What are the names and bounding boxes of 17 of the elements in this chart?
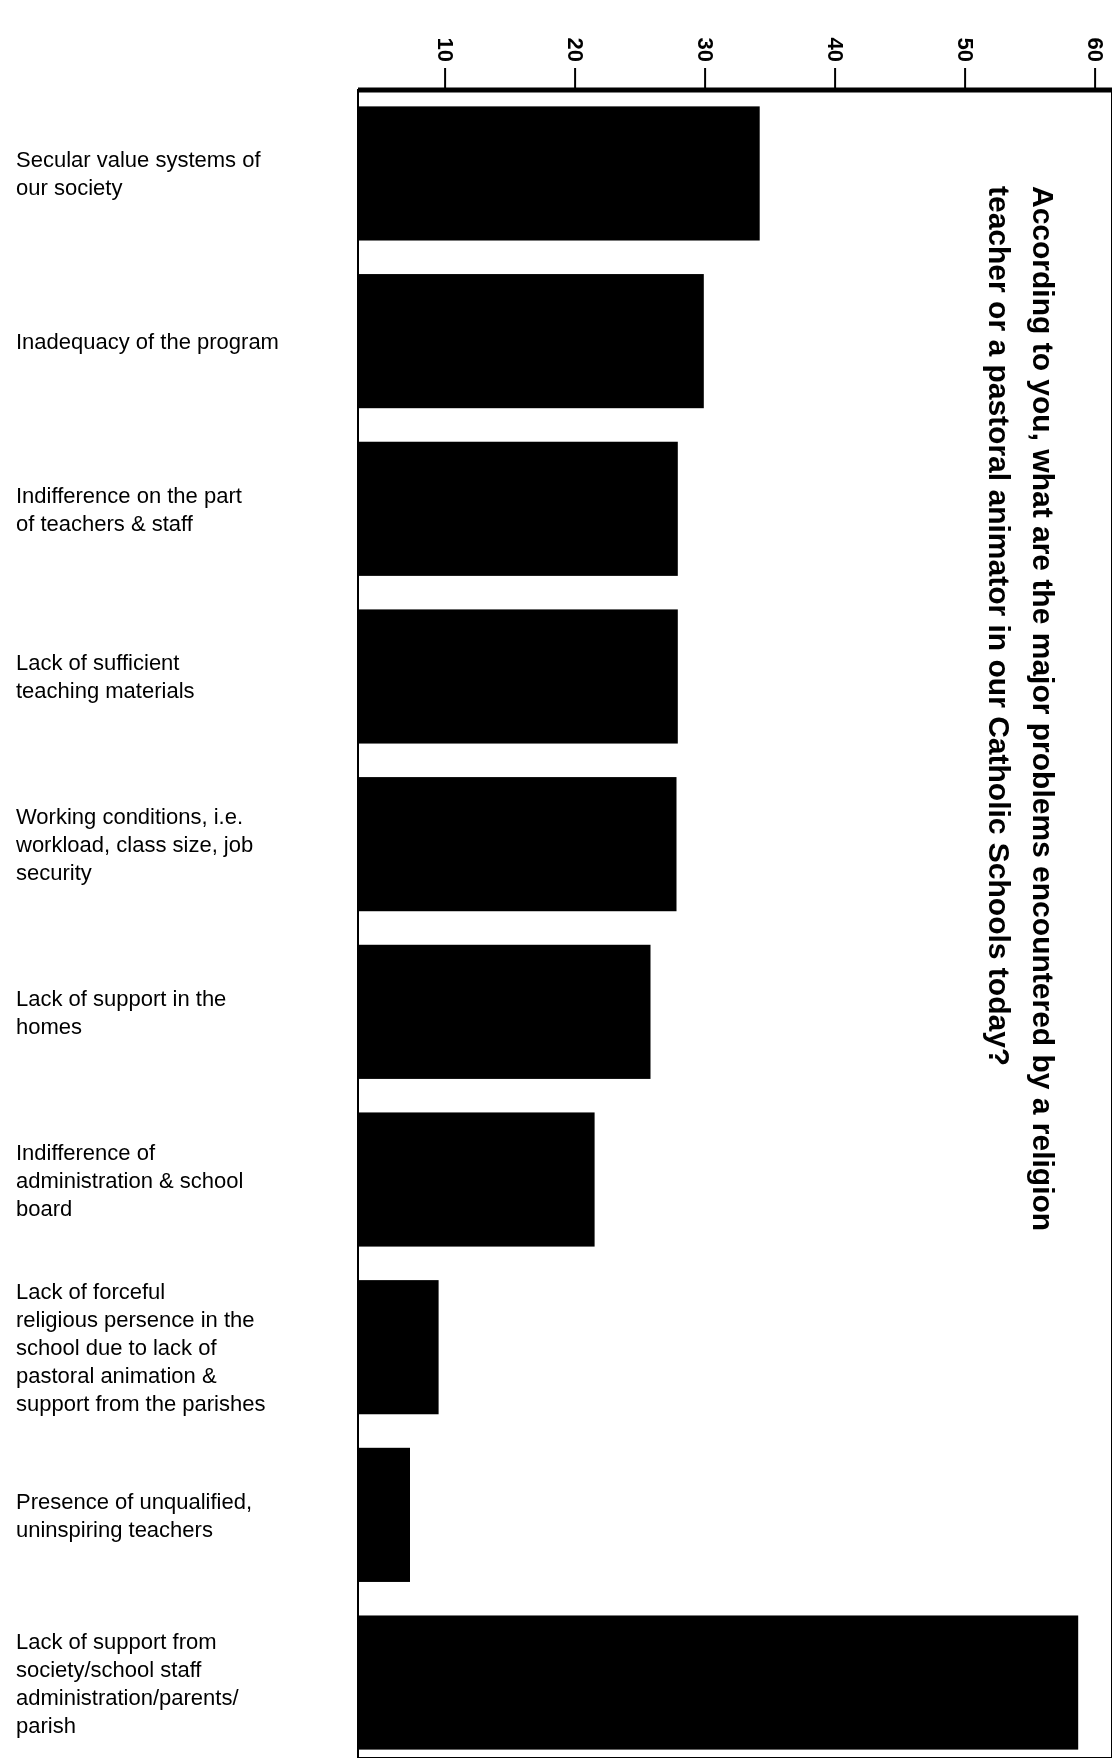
x-tick-label: 30 bbox=[692, 37, 718, 62]
y-tick-label: Inadequacy of the program bbox=[16, 328, 279, 354]
x-tick-label: 20 bbox=[562, 37, 588, 62]
y-tick-label: Lack of support in the homes bbox=[16, 985, 227, 1039]
y-tick-label: Indifference of administration & school board bbox=[16, 1139, 244, 1221]
x-tick-label: 50 bbox=[952, 37, 978, 62]
y-tick-label: Presence of unqualified, uninspiring teachers bbox=[16, 1488, 253, 1542]
y-tick-label: Lack of forceful religious persence in the school due to lack of pastoral animation & support from the parishes bbox=[16, 1278, 266, 1416]
x-tick-label: 40 bbox=[822, 37, 848, 62]
x-tick-label: 60 bbox=[1082, 37, 1108, 62]
y-tick-label: Indifference on the part of teachers & staff bbox=[16, 482, 242, 536]
y-tick-label: Lack of support from society/school staff administration/parents/ parish bbox=[16, 1628, 240, 1738]
x-tick-label: 10 bbox=[432, 37, 458, 62]
text: According to you, what are the major problems encountered by a religion teacher or a pastoral animator in our Catholic Schools today? bbox=[982, 186, 1060, 1232]
y-tick-label: Working conditions, i.e. workload, class size, job security bbox=[15, 803, 254, 885]
y-tick-label: Lack of sufficient teaching materials bbox=[16, 649, 195, 703]
y-tick-label: Secular value systems of our society bbox=[16, 146, 262, 200]
